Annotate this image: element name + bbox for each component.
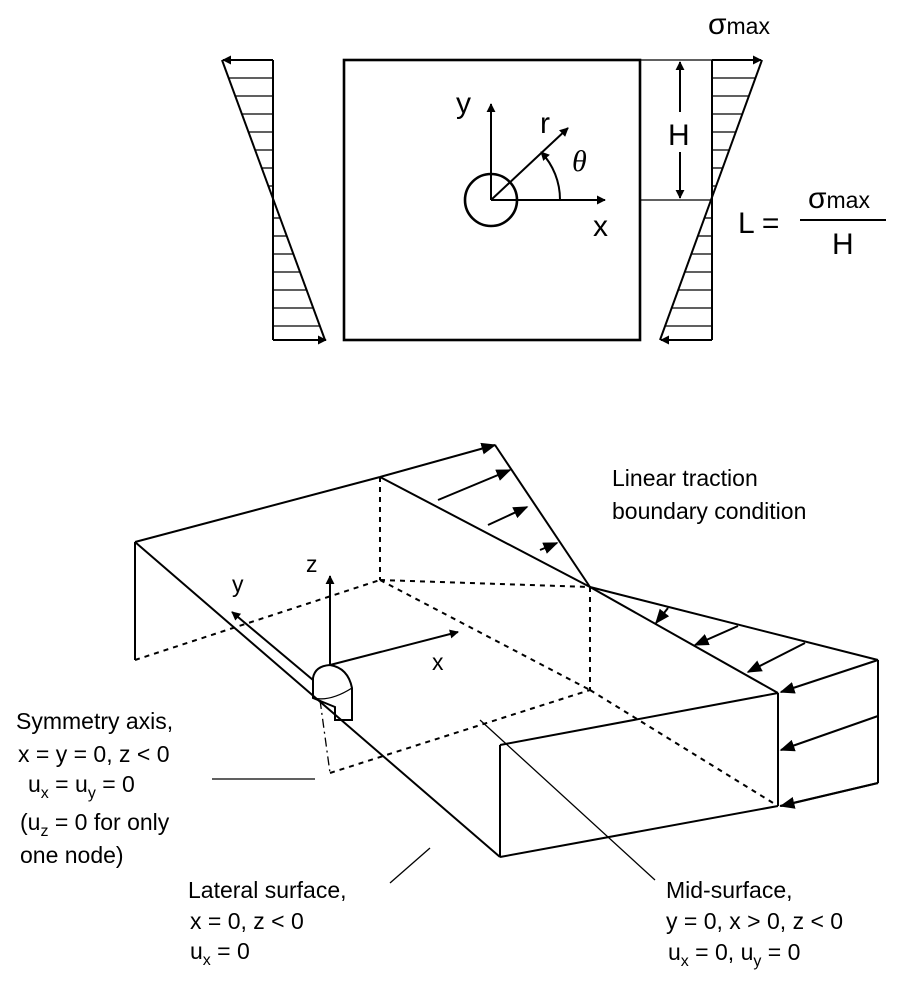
lower-traction — [589, 586, 879, 809]
top-r-axis — [490, 127, 569, 201]
traction-label-line1: Linear traction — [612, 465, 758, 491]
iso-y-label: y — [232, 571, 244, 597]
height-label: H — [668, 119, 690, 152]
traction-label-line2: boundary condition — [612, 498, 806, 524]
left-stress-distribution — [221, 55, 327, 345]
lateral-label: Lateral surface, x = 0, z < 0 ux = 0 — [188, 877, 347, 969]
svg-text:one node): one node) — [20, 842, 124, 868]
lateral-leader — [389, 847, 431, 884]
block-edges — [134, 476, 779, 858]
theta-arc — [540, 151, 562, 201]
svg-text:ux = uy = 0: ux = uy = 0 — [28, 771, 135, 802]
svg-text:ux = 0, uy = 0: ux = 0, uy = 0 — [668, 939, 800, 970]
iso-x-label: x — [432, 649, 444, 675]
symmetry-label: Symmetry axis, x = y = 0, z < 0 ux = uy … — [16, 708, 173, 868]
svg-text:Lateral surface,: Lateral surface, — [188, 877, 347, 903]
top-y-label: y — [456, 87, 471, 120]
svg-text:y = 0, x > 0, z < 0: y = 0, x > 0, z < 0 — [666, 908, 843, 934]
gradient-formula: L = σmax H — [738, 182, 886, 261]
top-r-label: r — [540, 107, 550, 140]
iso-z-label: z — [306, 551, 318, 577]
mid-leader — [479, 719, 656, 881]
svg-text:x = 0, z < 0: x = 0, z < 0 — [190, 908, 304, 934]
iso-y-axis — [231, 611, 314, 681]
svg-text:Mid-surface,: Mid-surface, — [666, 877, 793, 903]
top-x-label: x — [593, 210, 608, 243]
formula-numerator: σmax — [808, 182, 870, 215]
svg-text:ux = 0: ux = 0 — [190, 938, 250, 969]
quarter-hole — [312, 663, 353, 721]
iso-3d-view: z x y Linear traction boundary condition… — [16, 442, 879, 970]
formula-lhs: L = — [738, 207, 779, 240]
formula-denominator: H — [832, 228, 854, 261]
mid-label: Mid-surface, y = 0, x > 0, z < 0 ux = 0,… — [666, 877, 843, 970]
iso-x-axis — [329, 629, 459, 666]
upper-traction — [379, 442, 591, 588]
hidden-edges — [134, 477, 779, 807]
svg-text:Symmetry axis,: Symmetry axis, — [16, 708, 173, 734]
height-dimension: H — [640, 59, 712, 201]
svg-text:x = y = 0, z < 0: x = y = 0, z < 0 — [18, 741, 170, 767]
top-plan-view: y r θ x — [221, 8, 886, 345]
sigma-max-label: σmax — [708, 8, 770, 41]
svg-text:(uz = 0 for only: (uz = 0 for only — [20, 809, 170, 840]
top-theta-label: θ — [572, 145, 587, 178]
symmetry-axis-line — [319, 699, 331, 774]
